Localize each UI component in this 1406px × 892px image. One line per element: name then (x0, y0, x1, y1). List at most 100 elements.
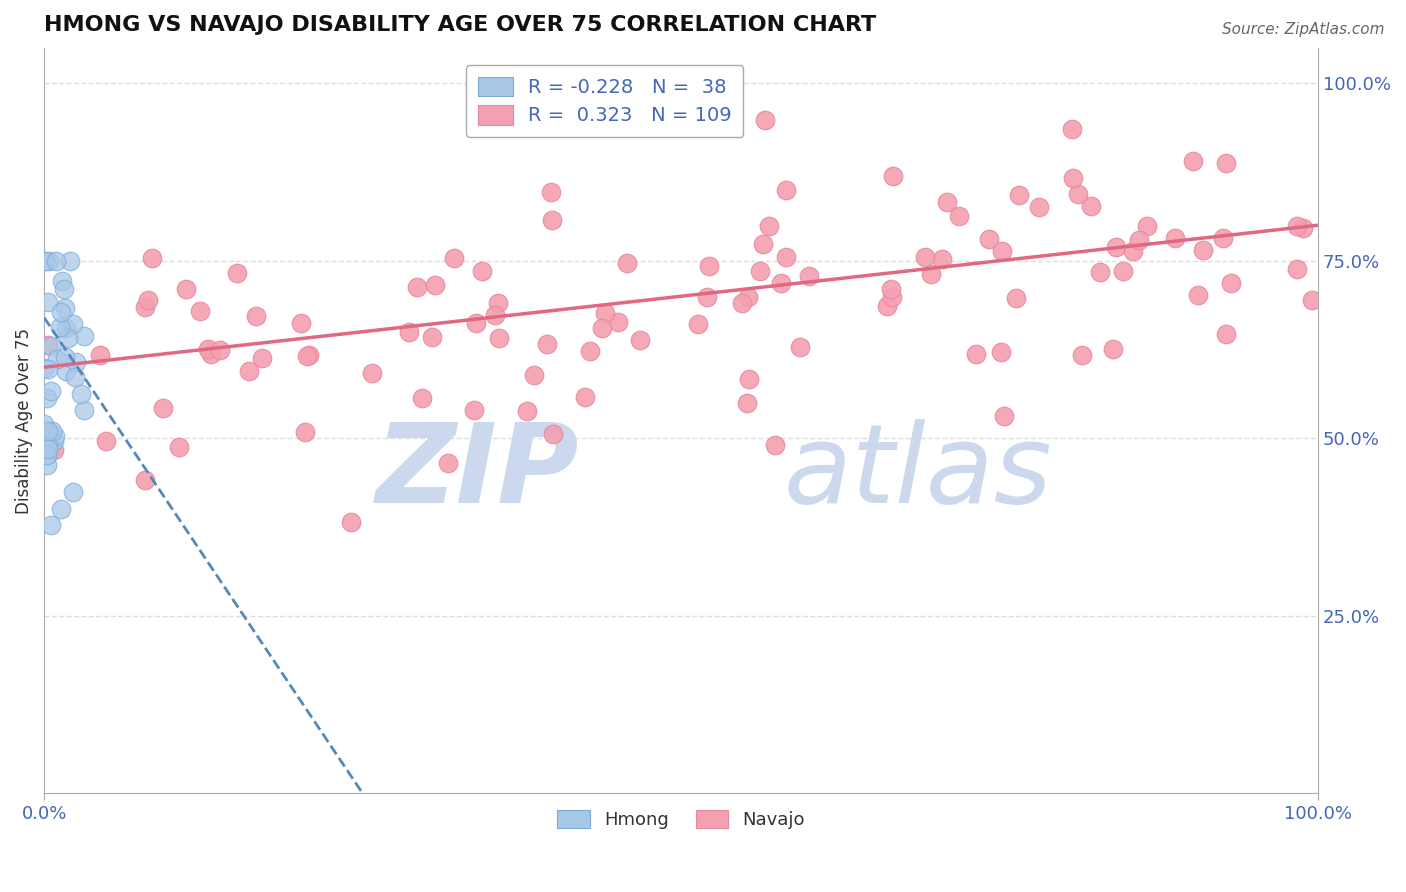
Point (188, 304, 211, 318)
Point (209, 343, 232, 357)
Point (58, 331, 80, 345)
Point (167, 440, 190, 454)
Point (758, 219, 780, 233)
Point (948, 209, 970, 223)
Point (65, 355, 87, 369)
Point (55, 321, 77, 335)
Point (1062, 122, 1084, 136)
Text: HMONG VS NAVAJO DISABILITY AGE OVER 75 CORRELATION CHART: HMONG VS NAVAJO DISABILITY AGE OVER 75 C… (44, 15, 876, 35)
Point (38, 253, 60, 268)
Point (1067, 186, 1090, 201)
Point (591, 321, 613, 335)
Point (1212, 231, 1234, 245)
Point (770, 276, 793, 290)
Point (993, 409, 1015, 424)
Point (423, 278, 446, 293)
Point (45, 253, 67, 268)
Point (1008, 188, 1031, 202)
Point (37, 338, 59, 352)
Point (37, 442, 59, 457)
Point (49, 305, 72, 319)
Text: atlas: atlas (783, 419, 1052, 526)
Point (422, 330, 444, 344)
Point (1028, 200, 1050, 214)
Point (250, 351, 273, 365)
Point (405, 280, 427, 294)
Point (49, 501, 72, 516)
Point (398, 326, 420, 340)
Point (34, 417, 56, 432)
Point (134, 473, 156, 487)
Point (35, 391, 58, 405)
Point (738, 372, 761, 386)
Point (48, 320, 70, 334)
Point (574, 390, 596, 404)
Point (1136, 219, 1159, 234)
Point (965, 347, 987, 361)
Point (579, 344, 602, 359)
Point (200, 347, 222, 361)
Point (69, 386, 91, 401)
Point (1220, 277, 1243, 291)
Point (541, 426, 564, 441)
Point (1182, 153, 1205, 168)
Point (1292, 220, 1315, 235)
Point (789, 340, 811, 354)
Point (882, 169, 904, 183)
Point (696, 289, 718, 303)
Point (39, 384, 62, 399)
Point (411, 391, 433, 405)
Point (686, 317, 709, 331)
Point (536, 336, 558, 351)
Point (920, 267, 942, 281)
Point (1164, 231, 1187, 245)
Point (775, 183, 797, 197)
Point (35, 448, 58, 462)
Point (775, 250, 797, 264)
Point (752, 237, 775, 252)
Point (89, 348, 111, 362)
Point (37, 424, 59, 438)
Point (749, 263, 772, 277)
Point (1286, 219, 1309, 234)
Point (1102, 342, 1125, 356)
Point (1105, 240, 1128, 254)
Point (238, 363, 260, 377)
Point (1286, 262, 1309, 277)
Point (174, 282, 197, 296)
Point (799, 269, 821, 284)
Point (607, 315, 630, 329)
Point (464, 316, 486, 330)
Point (134, 300, 156, 314)
Point (697, 259, 720, 273)
Point (41, 424, 63, 438)
Point (63, 370, 86, 384)
Point (1215, 327, 1237, 342)
Point (540, 185, 562, 199)
Point (53, 350, 76, 364)
Point (141, 251, 163, 265)
Point (225, 266, 247, 280)
Point (1192, 243, 1215, 257)
Point (880, 282, 903, 296)
Point (488, 331, 510, 345)
Point (880, 290, 903, 304)
Point (523, 368, 546, 383)
Point (73, 402, 96, 417)
Point (1301, 293, 1323, 307)
Point (152, 401, 174, 415)
Point (290, 316, 312, 330)
Point (295, 350, 318, 364)
Text: Source: ZipAtlas.com: Source: ZipAtlas.com (1222, 22, 1385, 37)
Point (136, 293, 159, 307)
Point (62, 484, 84, 499)
Point (516, 404, 538, 418)
Point (34, 253, 56, 268)
Point (1215, 156, 1237, 170)
Point (45, 352, 67, 367)
Point (39, 338, 62, 352)
Point (361, 366, 384, 380)
Point (62, 317, 84, 331)
Point (44, 434, 66, 449)
Point (486, 296, 509, 310)
